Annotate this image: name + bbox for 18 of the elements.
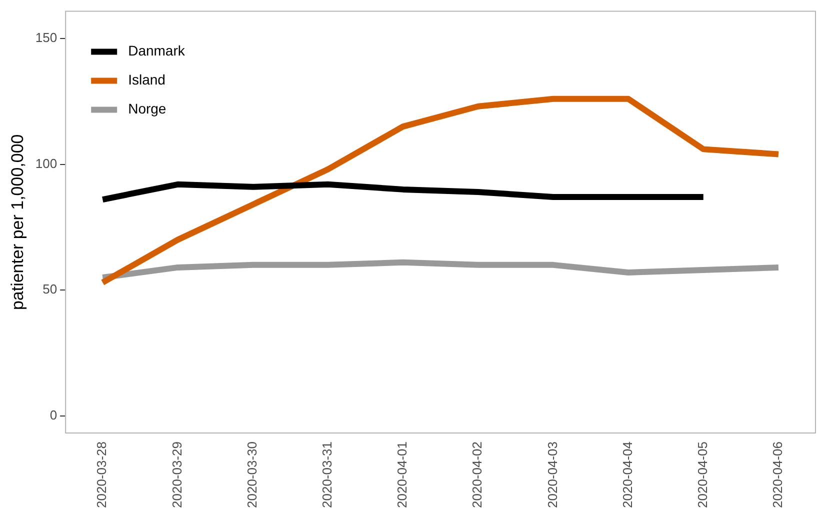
x-tick-label: 2020-04-04 (620, 442, 635, 508)
x-tick-label: 2020-03-31 (319, 442, 334, 508)
y-tick-label: 150 (35, 30, 58, 46)
x-tick-label: 2020-04-06 (770, 442, 786, 508)
x-tick-label: 2020-03-28 (94, 442, 110, 508)
y-tick-label: 100 (35, 156, 58, 171)
x-tick-label: 2020-03-29 (169, 442, 184, 508)
y-tick-label: 50 (42, 282, 58, 297)
legend-label: Danmark (128, 42, 186, 59)
legend-label: Norge (128, 100, 166, 117)
legend-label: Island (128, 72, 166, 88)
x-tick-label: 2020-04-01 (394, 442, 410, 508)
x-tick-label: 2020-04-03 (544, 442, 560, 508)
x-tick-label: 2020-03-30 (244, 442, 260, 508)
x-tick-label: 2020-04-05 (694, 442, 710, 508)
y-axis-title: patienter per 1,000,000 (8, 134, 27, 310)
y-tick-label: 0 (50, 407, 58, 422)
x-tick-label: 2020-04-02 (470, 442, 485, 508)
